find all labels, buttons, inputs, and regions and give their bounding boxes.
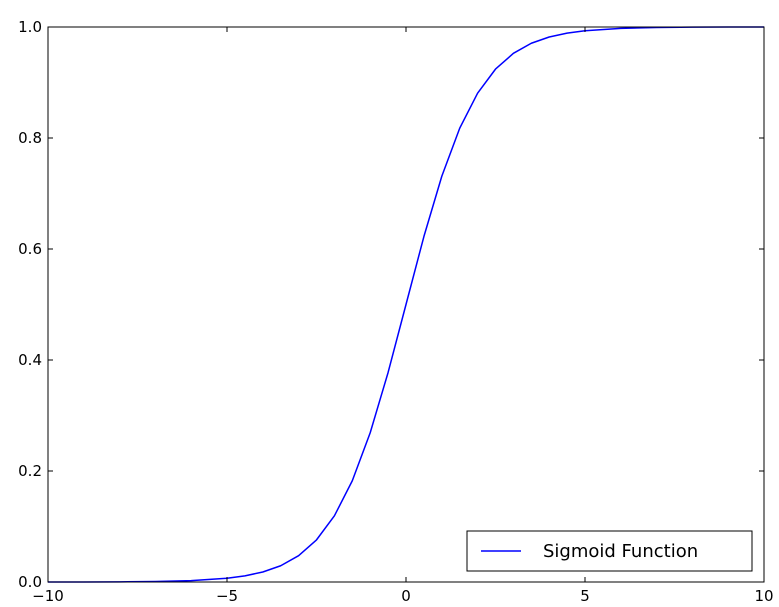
legend: Sigmoid Function [466, 530, 753, 572]
y-tick-label-2: 0.4 [18, 351, 42, 369]
x-tick-label-4: 10 [754, 587, 773, 605]
x-tick-label-3: 5 [580, 587, 590, 605]
y-tick-label-4: 0.8 [18, 129, 42, 147]
y-tick-label-0: 0.0 [18, 573, 42, 591]
x-tick-label-1: −5 [216, 587, 238, 605]
y-tick-label-3: 0.6 [18, 240, 42, 258]
ticks-layer: −10 −5 0 5 10 0.0 0.2 0.4 0.6 0.8 1.0 [18, 18, 773, 605]
x-tick-label-2: 0 [401, 587, 411, 605]
legend-label: Sigmoid Function [543, 541, 698, 562]
x-tick-label-0: −10 [32, 587, 64, 605]
y-tick-label-1: 0.2 [18, 462, 42, 480]
y-tick-label-5: 1.0 [18, 18, 42, 36]
